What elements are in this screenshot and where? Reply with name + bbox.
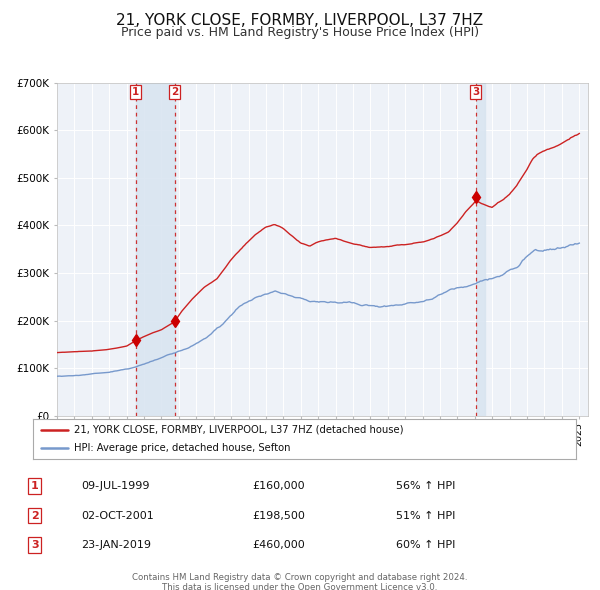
Text: £198,500: £198,500 [252, 511, 305, 520]
Text: 21, YORK CLOSE, FORMBY, LIVERPOOL, L37 7HZ (detached house): 21, YORK CLOSE, FORMBY, LIVERPOOL, L37 7… [74, 425, 403, 435]
Text: This data is licensed under the Open Government Licence v3.0.: This data is licensed under the Open Gov… [163, 583, 437, 590]
Text: 2: 2 [171, 87, 178, 97]
Bar [136, 83, 175, 416]
Text: £460,000: £460,000 [252, 540, 305, 550]
Text: 1: 1 [31, 481, 38, 491]
Text: 1: 1 [132, 87, 139, 97]
Text: 21, YORK CLOSE, FORMBY, LIVERPOOL, L37 7HZ: 21, YORK CLOSE, FORMBY, LIVERPOOL, L37 7… [116, 13, 484, 28]
Text: 3: 3 [31, 540, 38, 550]
Text: 3: 3 [472, 87, 479, 97]
Text: 2: 2 [31, 511, 38, 520]
Text: 56% ↑ HPI: 56% ↑ HPI [396, 481, 455, 491]
Text: 60% ↑ HPI: 60% ↑ HPI [396, 540, 455, 550]
Text: £160,000: £160,000 [252, 481, 305, 491]
Text: 51% ↑ HPI: 51% ↑ HPI [396, 511, 455, 520]
Text: 09-JUL-1999: 09-JUL-1999 [81, 481, 149, 491]
Text: 23-JAN-2019: 23-JAN-2019 [81, 540, 151, 550]
Text: Contains HM Land Registry data © Crown copyright and database right 2024.: Contains HM Land Registry data © Crown c… [132, 573, 468, 582]
Bar [476, 83, 485, 416]
Text: Price paid vs. HM Land Registry's House Price Index (HPI): Price paid vs. HM Land Registry's House … [121, 26, 479, 39]
Text: HPI: Average price, detached house, Sefton: HPI: Average price, detached house, Seft… [74, 443, 290, 453]
Text: 02-OCT-2001: 02-OCT-2001 [81, 511, 154, 520]
